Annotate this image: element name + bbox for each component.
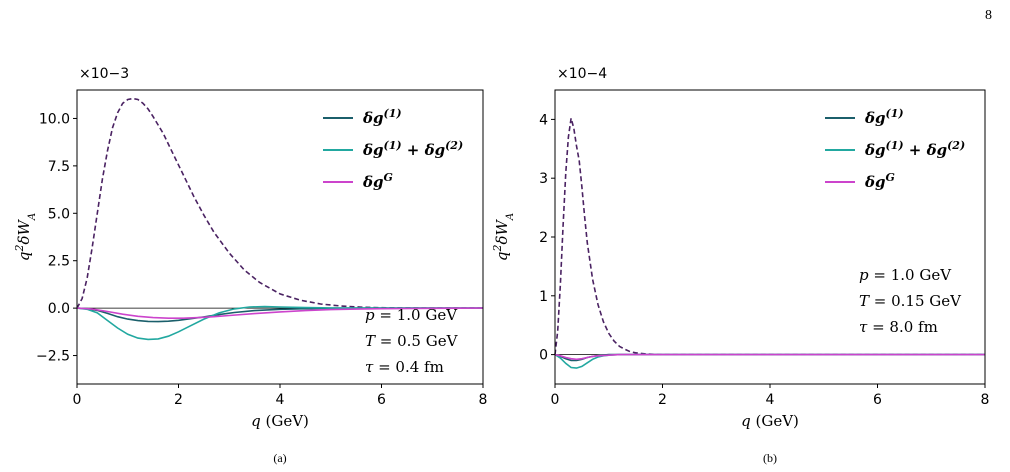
legend-label: δg(1): [864, 107, 904, 128]
x-tick-label: 8: [981, 392, 990, 408]
x-tick-label: 4: [766, 392, 775, 408]
series-line-3: [76, 307, 484, 319]
y-tick-label: 4: [539, 112, 548, 128]
plot-frame: [554, 89, 986, 385]
y-tick-label: 0.0: [48, 301, 70, 317]
param-annotation: τ = 0.4 fm: [365, 358, 444, 376]
param-annotation: T = 0.5 GeV: [365, 332, 459, 350]
y-tick-label: 3: [539, 171, 548, 187]
y-axis-label: q2δWA: [13, 213, 38, 261]
x-tick-label: 8: [479, 392, 488, 408]
y-tick-label: 1: [539, 289, 548, 305]
param-annotation: τ = 8.0 fm: [859, 318, 938, 336]
x-axis-label: q (GeV): [741, 412, 799, 430]
x-tick-label: 6: [873, 392, 882, 408]
y-axis-label: q2δWA: [491, 213, 516, 261]
legend-label: δg(1): [362, 107, 402, 128]
axis-multiplier: ×10−4: [557, 66, 607, 82]
legend-label: δg(1) + δg(2): [362, 139, 463, 160]
series-line-2: [554, 353, 985, 369]
x-tick-label: 6: [377, 392, 386, 408]
x-axis-label: q (GeV): [251, 412, 309, 430]
y-tick-label: 10.0: [39, 111, 70, 127]
y-tick-label: 2: [539, 230, 548, 246]
param-annotation: T = 0.15 GeV: [859, 292, 962, 310]
series-line-3: [554, 353, 985, 361]
axis-multiplier: ×10−3: [79, 66, 129, 82]
series-line-0: [76, 97, 483, 309]
panel-caption: (a): [273, 451, 286, 465]
y-tick-label: 2.5: [48, 254, 70, 270]
y-tick-label: 0: [539, 348, 548, 364]
x-tick-label: 2: [658, 392, 667, 408]
x-tick-label: 0: [73, 392, 82, 408]
chart-panel-b: 0 2 4 6 8 0 1 2 3 4 ×10−4 q (GeV) q2δWA δg(1) δg(1) + …: [491, 66, 990, 465]
legend-label: δgG: [362, 171, 393, 192]
x-tick-label: 0: [551, 392, 560, 408]
y-tick-label: 5.0: [48, 206, 70, 222]
chart-panel-a: 0 2 4 6 8 −2.5 0.0 2.5 5.0 7.5 10.0 ×10−3 q (GeV) q2δ…: [13, 66, 488, 465]
legend-label: δg(1) + δg(2): [864, 139, 965, 160]
page-number: 8: [985, 8, 992, 23]
x-tick-label: 4: [276, 392, 285, 408]
x-tick-label: 2: [174, 392, 183, 408]
y-tick-label: −2.5: [36, 349, 70, 365]
panel-caption: (b): [763, 451, 777, 465]
param-annotation: p = 1.0 GeV: [365, 306, 458, 324]
legend-label: δgG: [864, 171, 895, 192]
series-line-0: [554, 117, 985, 356]
y-tick-label: 7.5: [48, 159, 70, 175]
series-line-1: [554, 353, 985, 362]
series-line-2: [76, 305, 483, 341]
param-annotation: p = 1.0 GeV: [859, 266, 952, 284]
